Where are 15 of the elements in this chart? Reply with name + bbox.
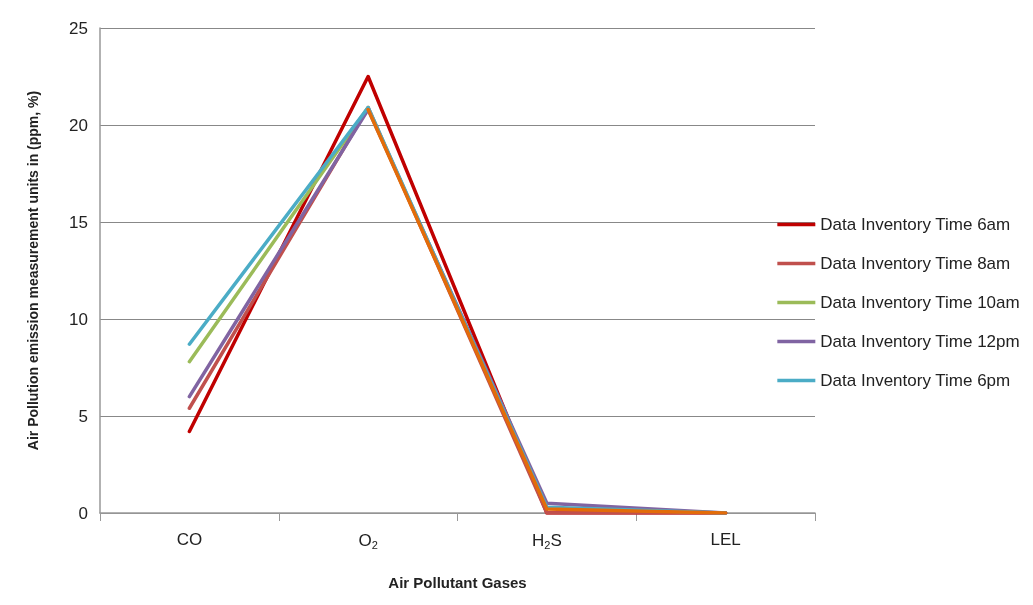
y-tick-label: 10 bbox=[69, 309, 88, 329]
legend-label: Data Inventory Time 6pm bbox=[820, 371, 1011, 390]
legend-label: Data Inventory Time 8am bbox=[820, 254, 1011, 273]
y-tick-label: 0 bbox=[78, 503, 88, 523]
x-tick-label: LEL bbox=[710, 530, 741, 549]
y-tick-label: 25 bbox=[69, 18, 88, 38]
y-tick-label: 20 bbox=[69, 115, 88, 135]
legend-label: Data Inventory Time 6am bbox=[820, 215, 1011, 234]
y-tick-label: 15 bbox=[69, 212, 88, 232]
legend-label: Data Inventory Time 10am bbox=[820, 293, 1020, 312]
x-axis-title: Air Pollutant Gases bbox=[388, 574, 527, 591]
legend-label: Data Inventory Time 12pm bbox=[820, 332, 1020, 351]
y-axis-title: Air Pollution emission measurement units in (ppm, %) bbox=[25, 90, 41, 451]
y-tick-label: 5 bbox=[78, 406, 88, 426]
x-tick-label: CO bbox=[176, 530, 203, 549]
